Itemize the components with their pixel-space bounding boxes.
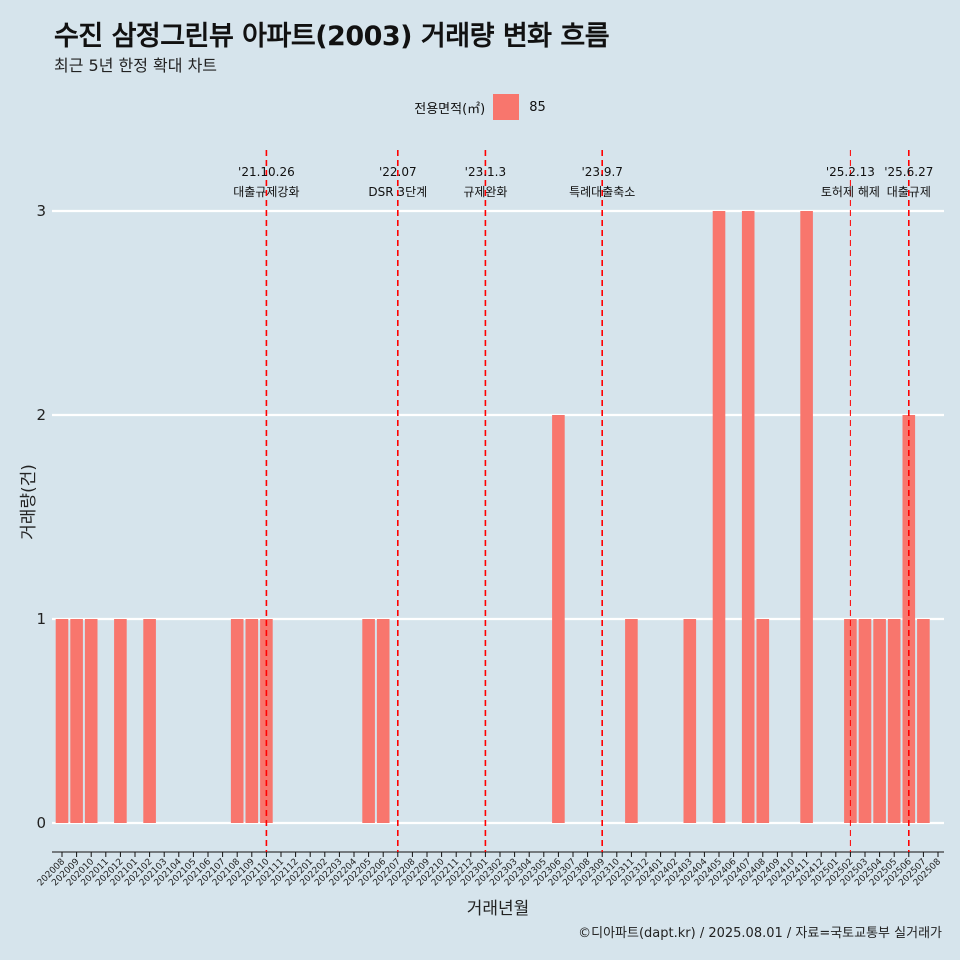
event-name-label: 대출규제 <box>887 185 931 199</box>
y-tick-label: 2 <box>36 406 46 424</box>
legend: 전용면적(㎡) 85 <box>0 94 960 120</box>
bar <box>873 619 886 823</box>
event-name-label: 규제완화 <box>463 185 507 199</box>
y-tick-label: 3 <box>36 202 46 220</box>
bar <box>902 415 916 823</box>
bar <box>552 415 565 823</box>
chart-subtitle: 최근 5년 한정 확대 차트 <box>54 56 218 75</box>
bar <box>683 619 697 823</box>
bar <box>55 619 69 823</box>
bar <box>887 619 901 823</box>
y-axis-title: 거래량(건) <box>19 464 39 540</box>
event-name-label: 특례대출축소 <box>569 185 635 199</box>
bar <box>625 619 638 823</box>
event-name-label: 토허제 해제 <box>821 185 880 199</box>
legend-entry-label: 85 <box>529 99 546 115</box>
bar <box>245 619 259 823</box>
bar <box>143 619 156 823</box>
source-caption: ©디아파트(dapt.kr) / 2025.08.01 / 자료=국토교통부 실… <box>578 926 942 941</box>
legend-swatch <box>493 94 520 120</box>
event-name-label: 대출규제강화 <box>233 185 299 199</box>
bar <box>741 211 755 823</box>
event-date-label: '25.2.13 <box>826 165 875 179</box>
event-date-label: '23.1.3 <box>465 165 506 179</box>
bar <box>362 619 375 823</box>
legend-title: 전용면적(㎡) <box>414 101 486 117</box>
event-name-label: DSR 3단계 <box>368 185 427 199</box>
bar <box>800 211 813 823</box>
bar <box>230 619 244 823</box>
bar <box>84 619 98 823</box>
bar <box>858 619 872 823</box>
bar <box>917 619 930 823</box>
bar <box>712 211 726 823</box>
event-date-label: '21.10.26 <box>238 165 295 179</box>
bar <box>756 619 770 823</box>
x-axis-title: 거래년월 <box>467 899 530 919</box>
event-date-label: '25.6.27 <box>884 165 933 179</box>
event-date-label: '22.07 <box>379 165 417 179</box>
bar <box>376 619 390 823</box>
y-tick-label: 1 <box>36 610 46 628</box>
bar <box>114 619 127 823</box>
bar <box>70 619 83 823</box>
event-date-label: '23.9.7 <box>581 165 622 179</box>
y-tick-label: 0 <box>36 814 46 832</box>
chart-title: 수진 삼정그린뷰 아파트(2003) 거래량 변화 흐름 <box>54 21 610 52</box>
